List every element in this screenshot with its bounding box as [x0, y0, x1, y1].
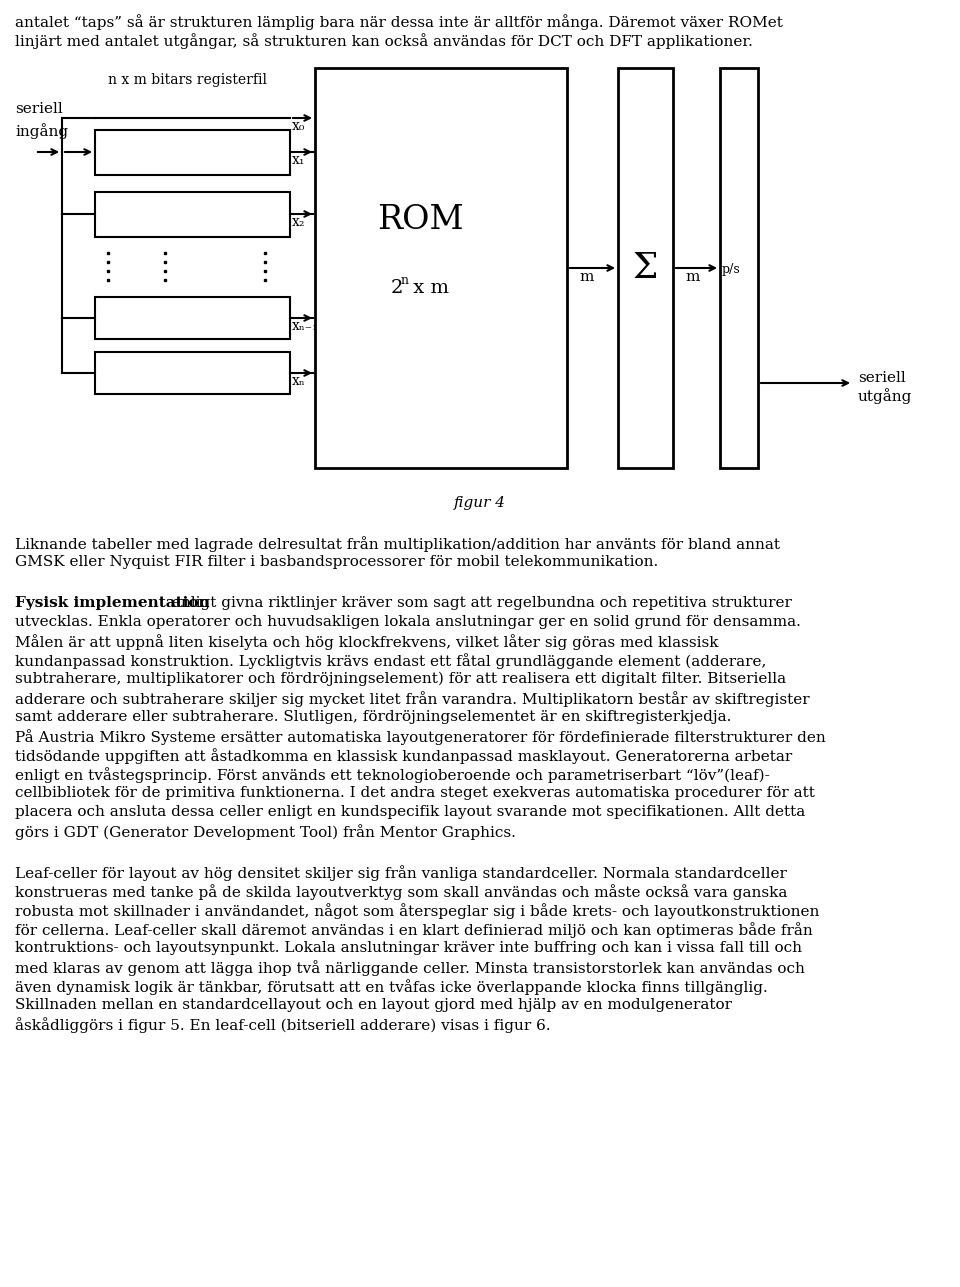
Text: adderare och subtraherare skiljer sig mycket litet från varandra. Multiplikatorn: adderare och subtraherare skiljer sig my… [15, 691, 809, 707]
Text: n x m bitars registerfil: n x m bitars registerfil [108, 73, 267, 88]
Text: Skillnaden mellan en standardcellayout och en layout gjord med hjälp av en modul: Skillnaden mellan en standardcellayout o… [15, 997, 732, 1012]
Text: ingång: ingång [15, 124, 68, 139]
Text: 2: 2 [391, 279, 403, 297]
Bar [315, 68, 567, 468]
Bar [95, 130, 290, 175]
Text: x₀: x₀ [292, 118, 305, 133]
Text: x m: x m [407, 279, 448, 297]
Text: figur 4: figur 4 [454, 495, 506, 510]
Text: n: n [400, 274, 409, 287]
Text: p/s: p/s [722, 263, 741, 275]
Text: seriell: seriell [858, 371, 905, 385]
Bar [618, 68, 673, 468]
Bar [95, 192, 290, 237]
Text: placera och ansluta dessa celler enligt en kundspecifik layout svarande mot spec: placera och ansluta dessa celler enligt … [15, 804, 805, 819]
Text: enligt givna riktlinjer kräver som sagt att regelbundna och repetitiva strukture: enligt givna riktlinjer kräver som sagt … [167, 596, 792, 610]
Text: tidsödande uppgiften att åstadkomma en klassisk kundanpassad masklayout. Generat: tidsödande uppgiften att åstadkomma en k… [15, 748, 792, 764]
Text: konstrueras med tanke på de skilda layoutverktyg som skall användas och måste oc: konstrueras med tanke på de skilda layou… [15, 884, 787, 900]
Text: xₙ₋₁: xₙ₋₁ [292, 319, 319, 333]
Text: ROM: ROM [377, 205, 465, 236]
Text: x₂: x₂ [292, 215, 305, 229]
Text: åskådliggörs i figur 5. En leaf-cell (bitseriell adderare) visas i figur 6.: åskådliggörs i figur 5. En leaf-cell (bi… [15, 1017, 551, 1033]
Bar [95, 353, 290, 394]
Text: görs i GDT (Generator Development Tool) från Mentor Graphics.: görs i GDT (Generator Development Tool) … [15, 824, 516, 840]
Bar [95, 297, 290, 338]
Bar [720, 68, 758, 468]
Text: Fysisk implementation: Fysisk implementation [15, 596, 209, 610]
Text: GMSK eller Nyquist FIR filter i basbandsprocessorer för mobil telekommunikation.: GMSK eller Nyquist FIR filter i basbands… [15, 555, 659, 569]
Text: robusta mot skillnader i användandet, något som återspeglar sig i både krets- oc: robusta mot skillnader i användandet, nå… [15, 903, 820, 919]
Text: enligt en tvåstegsprincip. Först används ett teknologioberoende och parametriser: enligt en tvåstegsprincip. Först används… [15, 767, 770, 782]
Text: samt adderare eller subtraherare. Slutligen, fördröjningselementet är en skiftre: samt adderare eller subtraherare. Slutli… [15, 710, 732, 725]
Text: antalet “taps” så är strukturen lämplig bara när dessa inte är alltför många. Dä: antalet “taps” så är strukturen lämplig … [15, 14, 782, 30]
Text: kundanpassad konstruktion. Lyckligtvis krävs endast ett fåtal grundläggande elem: kundanpassad konstruktion. Lyckligtvis k… [15, 653, 766, 669]
Text: m: m [685, 270, 700, 284]
Text: kontruktions- och layoutsynpunkt. Lokala anslutningar kräver inte buffring och k: kontruktions- och layoutsynpunkt. Lokala… [15, 941, 802, 955]
Text: med klaras av genom att lägga ihop två närliggande celler. Minsta transistorstor: med klaras av genom att lägga ihop två n… [15, 960, 804, 976]
Text: Målen är att uppnå liten kiselyta och hög klockfrekvens, vilket låter sig göras : Målen är att uppnå liten kiselyta och hö… [15, 634, 718, 650]
Text: seriell: seriell [15, 102, 62, 116]
Text: för cellerna. Leaf-celler skall däremot användas i en klart definierad miljö och: för cellerna. Leaf-celler skall däremot … [15, 921, 813, 938]
Text: x₁: x₁ [292, 153, 305, 167]
Text: Liknande tabeller med lagrade delresultat från multiplikation/addition har använ: Liknande tabeller med lagrade delresulta… [15, 535, 780, 552]
Text: cellbibliotek för de primitiva funktionerna. I det andra steget exekveras automa: cellbibliotek för de primitiva funktione… [15, 786, 815, 801]
Text: utgång: utgång [858, 387, 912, 404]
Text: m: m [580, 270, 594, 284]
Text: linjärt med antalet utgångar, så strukturen kan också användas för DCT och DFT a: linjärt med antalet utgångar, så struktu… [15, 33, 753, 49]
Text: utvecklas. Enkla operatorer och huvudsakligen lokala anslutningar ger en solid g: utvecklas. Enkla operatorer och huvudsak… [15, 615, 801, 629]
Text: xₙ: xₙ [292, 375, 305, 387]
Text: På Austria Mikro Systeme ersätter automatiska layoutgeneratorer för fördefiniera: På Austria Mikro Systeme ersätter automa… [15, 728, 826, 745]
Text: subtraherare, multiplikatorer och fördröjningselement) för att realisera ett dig: subtraherare, multiplikatorer och fördrö… [15, 672, 786, 686]
Text: även dynamisk logik är tänkbar, förutsatt att en tvåfas icke överlappande klocka: även dynamisk logik är tänkbar, förutsat… [15, 979, 768, 995]
Text: Leaf-celler för layout av hög densitet skiljer sig från vanliga standardceller. : Leaf-celler för layout av hög densitet s… [15, 865, 787, 880]
Text: Σ: Σ [633, 251, 658, 284]
